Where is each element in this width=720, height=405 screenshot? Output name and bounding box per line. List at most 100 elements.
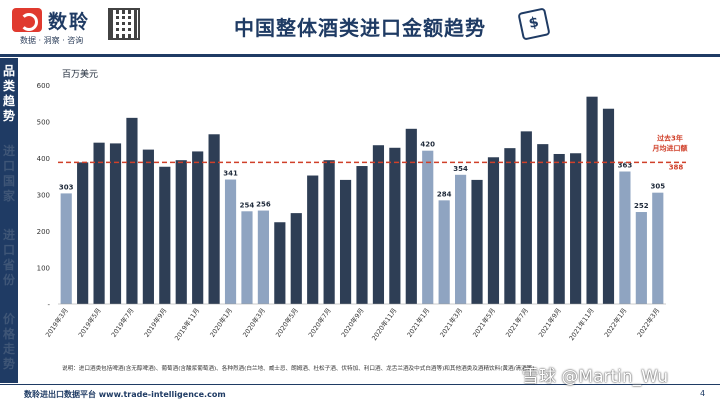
y-tick-label: 100 (37, 265, 50, 273)
bar (537, 144, 549, 304)
bar (339, 179, 352, 304)
bar (257, 210, 269, 304)
bars (60, 96, 664, 305)
brand-logo-icon (12, 8, 42, 32)
y-tick-label: - (47, 301, 50, 309)
x-tick-label: 2021年3月 (438, 306, 465, 339)
sidebar-tab-category-trend[interactable]: 品 类 趋 势 (0, 64, 18, 124)
x-tick-label: 2020年1月 (207, 306, 234, 339)
bar (142, 149, 154, 304)
data-label: 354 (453, 165, 468, 173)
bar (356, 166, 368, 304)
watermark: 雪球 @Martin_Wu (522, 367, 669, 387)
bar (224, 179, 237, 304)
bar (438, 200, 450, 304)
x-tick-label: 2019年7月 (109, 306, 136, 339)
header: 数聆 数据 · 洞察 · 咨询 中国整体酒类进口金额趋势 $ (0, 0, 720, 55)
page-title: 中国整体酒类进口金额趋势 (234, 16, 486, 40)
reference-label: 过去3年 (657, 133, 683, 142)
x-tick-label: 2021年7月 (503, 306, 530, 339)
bar (323, 160, 335, 304)
bar (274, 222, 286, 304)
data-label: 303 (59, 183, 74, 191)
x-tick-label: 2020年7月 (306, 306, 333, 339)
bar-chart: 百万美元 - 100 200 300 400 500 600 303 341 254 256 420… (37, 68, 688, 372)
bar (553, 153, 565, 304)
sidebar-tab-label: 价 格 走 势 (2, 312, 15, 371)
bar (175, 160, 187, 304)
footer-divider (0, 384, 720, 385)
y-tick-label: 200 (37, 228, 50, 236)
brand-tagline: 数据 · 洞察 · 咨询 (20, 36, 84, 45)
sidebar-tab-price-trend[interactable]: 价 格 走 势 (0, 312, 18, 372)
x-tick-label: 2021年5月 (470, 306, 497, 339)
bar (504, 148, 516, 304)
data-label: 305 (650, 183, 665, 191)
bar (405, 128, 417, 304)
data-label: 254 (240, 201, 255, 209)
sidebar-tab-import-country[interactable]: 进 口 国 家 (0, 144, 18, 204)
y-tick-label: 600 (37, 82, 50, 90)
x-tick-label: 2019年9月 (142, 306, 169, 339)
bar (290, 213, 302, 304)
y-axis: - 100 200 300 400 500 600 (37, 82, 51, 309)
x-tick-label: 2020年11月 (369, 306, 398, 342)
header-divider (0, 54, 720, 57)
bar (635, 212, 647, 304)
data-label: 256 (256, 201, 271, 209)
x-tick-label: 2022年3月 (635, 306, 662, 339)
x-tick-label: 2021年11月 (567, 306, 596, 342)
data-label: 341 (223, 170, 238, 178)
x-tick-label: 2021年9月 (536, 306, 563, 339)
bar (307, 175, 319, 304)
data-label: 363 (618, 162, 633, 170)
x-tick-label: 2020年3月 (240, 306, 267, 339)
bar (487, 157, 500, 304)
x-tick-label: 2019年3月 (43, 306, 70, 339)
sidebar-tab-label: 品 类 趋 势 (2, 64, 15, 123)
sidebar-tab-import-province[interactable]: 进 口 省 份 (0, 228, 18, 288)
y-tick-label: 500 (37, 119, 50, 127)
sidebar-tab-label: 进 口 国 家 (2, 144, 15, 203)
bar (77, 162, 89, 304)
bar (126, 117, 138, 304)
bar (159, 166, 171, 304)
brand-name: 数聆 (48, 11, 91, 33)
data-label: 284 (437, 190, 452, 198)
data-label: 252 (634, 202, 649, 210)
reference-label: 月均进口额 (652, 143, 688, 152)
chart-area: 百万美元 - 100 200 300 400 500 600 303 341 254 256 420… (18, 58, 720, 383)
bar (602, 108, 615, 304)
x-tick-label: 2019年5月 (76, 306, 103, 339)
qr-code-icon (108, 8, 140, 40)
bar (619, 171, 631, 304)
x-tick-label: 2021年1月 (405, 306, 432, 339)
x-tick-label: 2020年5月 (273, 306, 300, 339)
money-document-icon: $ (517, 7, 551, 41)
bar (520, 131, 532, 304)
y-tick-label: 300 (37, 192, 50, 200)
footer-text: 数聆进出口数据平台 www.trade-intelligence.com (24, 390, 226, 399)
sidebar-tab-label: 进 口 省 份 (2, 228, 15, 287)
reference-value-label: 388 (669, 163, 684, 171)
data-labels: 303 341 254 256 420 284 354 363 252 305 (59, 141, 665, 210)
bar (455, 174, 467, 304)
bar (570, 153, 582, 304)
bar (422, 150, 434, 304)
bar (652, 192, 664, 304)
x-tick-label: 2020年9月 (339, 306, 366, 339)
bar (93, 142, 105, 304)
bar (208, 134, 220, 304)
x-tick-label: 2022年1月 (602, 306, 629, 339)
bar (586, 96, 598, 305)
unit-label: 百万美元 (62, 68, 98, 80)
bar (372, 145, 385, 304)
bar (192, 151, 204, 304)
bar (389, 147, 401, 304)
sidebar: 品 类 趋 势 进 口 国 家 进 口 省 份 价 格 走 势 (0, 58, 18, 383)
data-label: 420 (420, 141, 435, 149)
x-tick-label: 2019年11月 (172, 306, 201, 342)
y-tick-label: 400 (37, 155, 50, 163)
bar (471, 179, 483, 304)
